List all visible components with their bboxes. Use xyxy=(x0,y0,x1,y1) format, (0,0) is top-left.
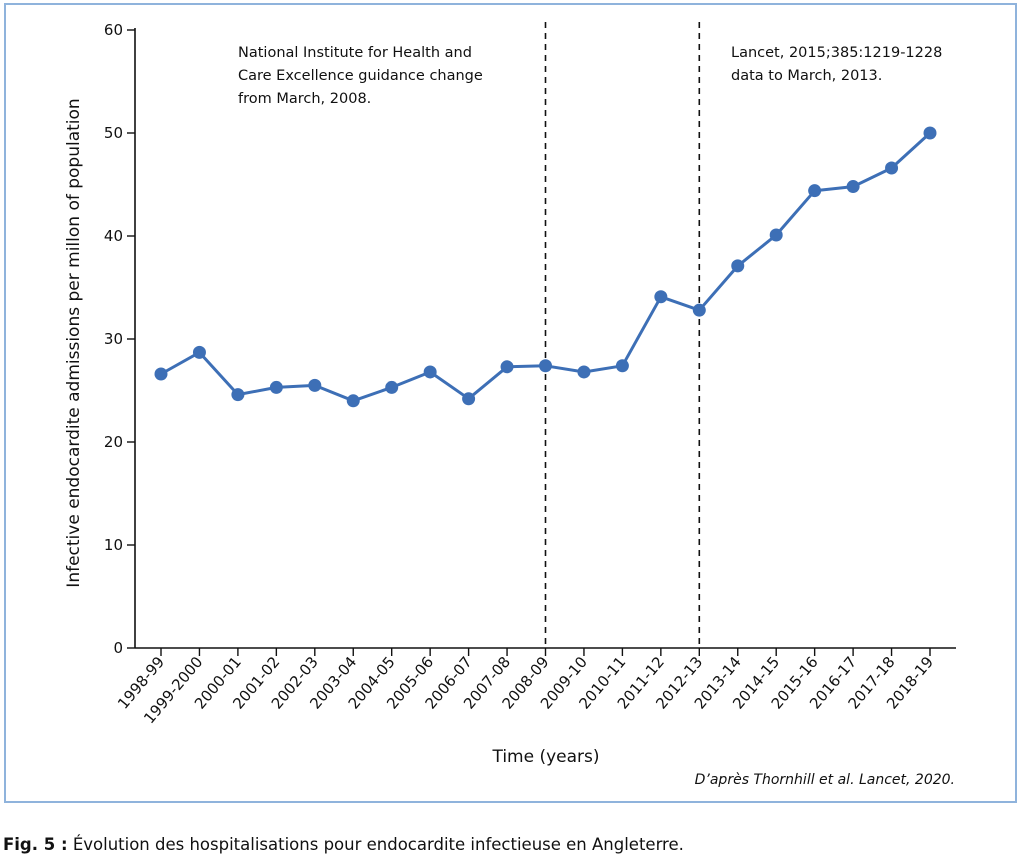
data-point xyxy=(462,392,476,406)
figure-frame xyxy=(4,3,1017,803)
data-point xyxy=(154,367,168,381)
data-point xyxy=(923,126,937,140)
data-point xyxy=(539,359,552,373)
x-axis-title: Time (years) xyxy=(491,747,599,767)
data-point xyxy=(846,180,860,194)
data-point xyxy=(192,345,206,359)
line-chart: 01020304050601998-991999-20002000-012001… xyxy=(64,21,956,788)
annotation-text: Care Excellence guidance change xyxy=(238,68,483,84)
y-tick-label: 40 xyxy=(104,227,123,245)
caption-label: Fig. 5 : xyxy=(3,835,68,854)
figure-caption: Fig. 5 : Évolution des hospitalisations … xyxy=(3,835,684,854)
y-tick-label: 30 xyxy=(104,330,123,348)
data-point xyxy=(654,290,668,304)
y-tick-label: 10 xyxy=(104,536,123,554)
y-tick-label: 20 xyxy=(104,433,123,451)
y-tick-label: 0 xyxy=(113,639,123,657)
caption-text: Évolution des hospitalisations pour endo… xyxy=(67,835,684,854)
data-point xyxy=(500,360,514,374)
data-point xyxy=(692,303,706,317)
data-point xyxy=(308,378,322,392)
annotation-text: data to March, 2013. xyxy=(731,68,882,84)
y-axis-title: Infective endocardite admissions per mil… xyxy=(64,98,84,587)
annotation-text: National Institute for Health and xyxy=(238,45,472,61)
y-tick-label: 50 xyxy=(104,124,123,142)
data-point xyxy=(269,380,283,394)
data-point xyxy=(731,259,745,273)
annotation-text: from March, 2008. xyxy=(238,91,371,107)
data-point xyxy=(615,359,629,373)
data-point xyxy=(231,388,245,402)
data-point xyxy=(346,394,360,408)
data-point xyxy=(385,380,399,394)
data-point xyxy=(769,228,783,242)
data-point xyxy=(808,184,822,198)
data-point xyxy=(577,365,591,379)
source-note: D’après Thornhill et al. Lancet, 2020. xyxy=(695,772,955,788)
annotation-text: Lancet, 2015;385:1219-1228 xyxy=(731,45,942,61)
data-point xyxy=(423,365,437,379)
y-tick-label: 60 xyxy=(104,21,123,39)
data-point xyxy=(885,161,899,175)
